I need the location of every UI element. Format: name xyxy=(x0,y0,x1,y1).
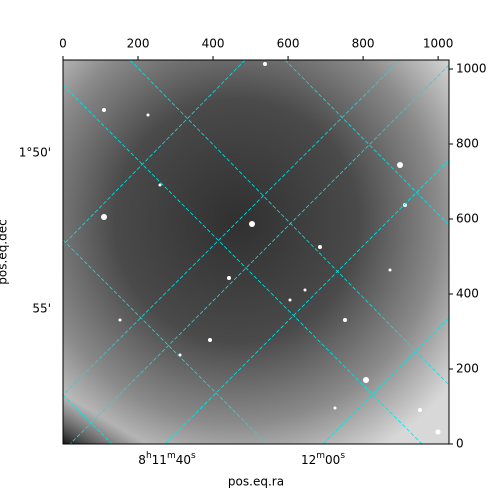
x-tick-label: 400 xyxy=(202,37,225,51)
y-tick-label: 400 xyxy=(456,287,479,301)
x-tick-label: 0 xyxy=(59,37,67,51)
y-tick-label: 200 xyxy=(456,362,479,376)
x-tick-label: 800 xyxy=(352,37,375,51)
y-tick-label: 600 xyxy=(456,212,479,226)
y-tick-label: 1000 xyxy=(456,62,487,76)
y-axis-label: pos.eq.dec xyxy=(0,219,10,284)
coordinate-grid xyxy=(63,60,449,444)
sky-image xyxy=(63,60,449,444)
ra-tick-label: 12m00s xyxy=(301,451,345,467)
y-tick-label: 0 xyxy=(456,437,464,451)
x-axis-label: pos.eq.ra xyxy=(228,475,284,489)
dec-tick-label: 1°50' xyxy=(19,146,51,160)
x-tick-label: 200 xyxy=(127,37,150,51)
dec-tick-label: 55' xyxy=(32,302,51,316)
ra-tick-label: 8h11m40s xyxy=(138,451,196,467)
x-tick-label: 600 xyxy=(277,37,300,51)
axes-frame xyxy=(62,59,450,445)
x-tick-label: 1000 xyxy=(423,37,454,51)
y-tick-label: 800 xyxy=(456,137,479,151)
